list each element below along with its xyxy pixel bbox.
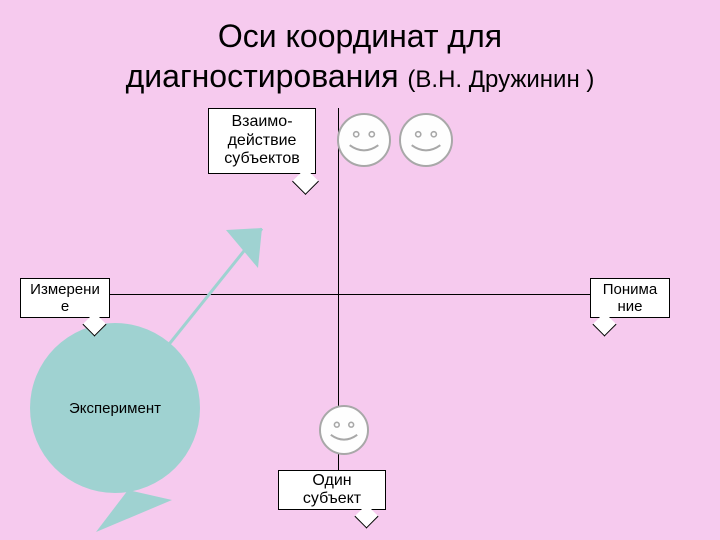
smiley-icon — [400, 114, 452, 166]
smileys-layer — [0, 0, 720, 540]
diagram-stage: Оси координат для диагностирования (В.Н.… — [0, 0, 720, 540]
smiley-icon — [338, 114, 390, 166]
smiley-icon — [320, 406, 368, 454]
